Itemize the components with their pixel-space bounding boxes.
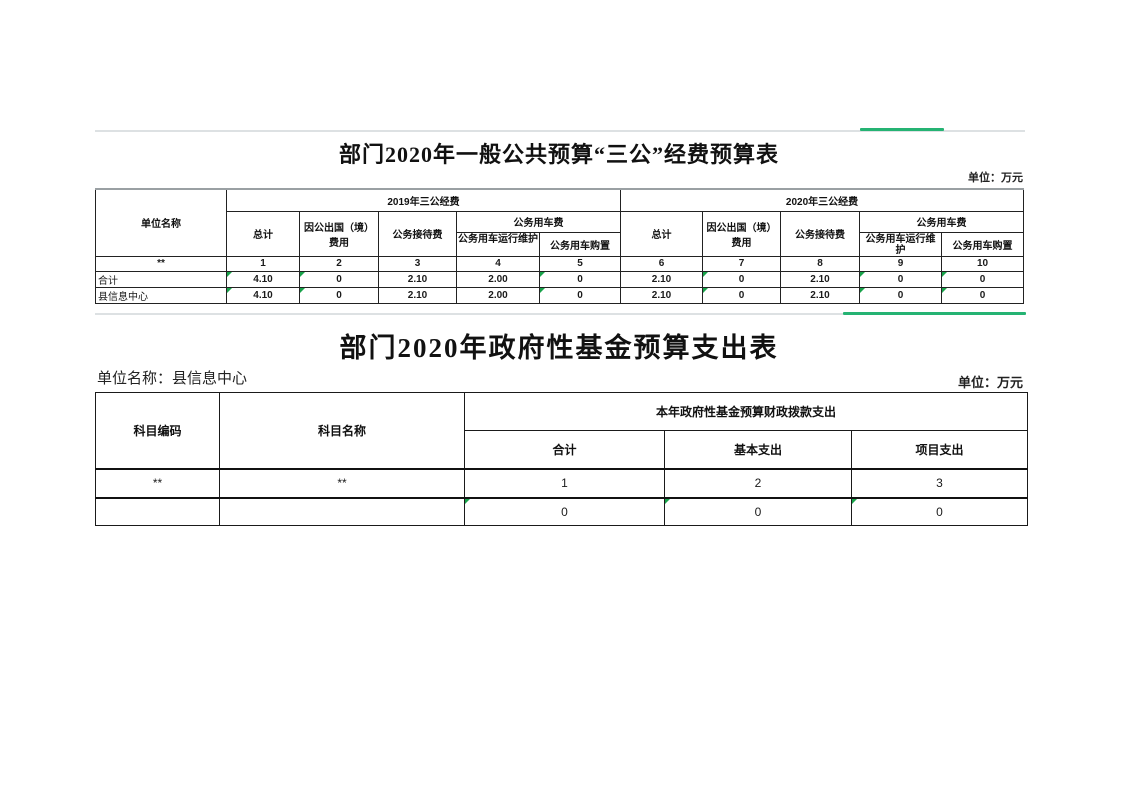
value-cell: 0 bbox=[859, 270, 943, 288]
header-group-2020: 2020年三公经费 bbox=[620, 188, 1025, 212]
index-cell: 5 bbox=[538, 255, 622, 272]
header-basic-expense: 基本支出 bbox=[664, 430, 852, 469]
value-cell: 0 bbox=[859, 286, 943, 304]
value-cell: 4.10 bbox=[226, 270, 300, 288]
column-index-row: ** 1 2 3 4 5 6 7 8 9 10 bbox=[95, 255, 1025, 272]
value-cell: 2.10 bbox=[378, 286, 457, 304]
index-cell: ** bbox=[95, 255, 227, 272]
value-cell: 2.00 bbox=[456, 286, 540, 304]
index-cell: 9 bbox=[859, 255, 943, 272]
index-cell: 2 bbox=[299, 255, 379, 272]
header-group-2019: 2019年三公经费 bbox=[225, 188, 622, 212]
gov-fund-budget-table: 科目编码 科目名称 本年政府性基金预算财政拨款支出 合计 基本支出 项目支出 *… bbox=[95, 392, 1029, 526]
header-subject-code: 科目编码 bbox=[95, 392, 220, 469]
header-reception-2019: 公务接待费 bbox=[378, 210, 457, 257]
table2-title: 部门2020年政府性基金预算支出表 bbox=[339, 333, 779, 363]
header-fund-group: 本年政府性基金预算财政拨款支出 bbox=[463, 392, 1029, 431]
value-cell: 0 bbox=[702, 270, 782, 288]
value-cell: 0 bbox=[941, 286, 1025, 304]
value-cell: 0 bbox=[850, 496, 1029, 526]
row-label: 合计 bbox=[95, 270, 227, 288]
value-cell: 2.10 bbox=[780, 286, 861, 304]
header-total-2020: 总计 bbox=[620, 210, 704, 257]
header-subject-name: 科目名称 bbox=[219, 392, 465, 469]
header-total-2019: 总计 bbox=[226, 210, 300, 257]
index-cell: 6 bbox=[620, 255, 704, 272]
column-index-row: ** ** 1 2 3 bbox=[95, 467, 1029, 498]
index-cell: 8 bbox=[780, 255, 861, 272]
index-cell: ** bbox=[219, 467, 465, 498]
sangong-budget-table: 单位名称 2019年三公经费 2020年三公经费 总计 因公出国（境）费用 公务… bbox=[95, 188, 1025, 304]
table-row-values: 0 0 0 bbox=[95, 496, 1029, 526]
value-cell: 2.10 bbox=[378, 270, 457, 288]
table1-unit-note: 单位：万元 bbox=[968, 172, 1023, 184]
value-cell: 2.10 bbox=[620, 270, 704, 288]
header-vehicle-purchase-2020: 公务用车购置 bbox=[941, 231, 1025, 257]
table-row-total: 合计 4.10 0 2.10 2.00 0 2.10 0 2.10 0 0 bbox=[95, 270, 1025, 288]
value-cell: 2.00 bbox=[456, 270, 540, 288]
value-cell bbox=[219, 496, 465, 526]
index-cell: 3 bbox=[850, 467, 1029, 498]
index-cell: 1 bbox=[464, 467, 665, 498]
header-vehicle-maint-2019: 公务用车运行维护 bbox=[456, 231, 540, 257]
table2-org-name: 单位名称：县信息中心 bbox=[97, 370, 248, 387]
value-cell: 2.10 bbox=[620, 286, 704, 304]
header-total: 合计 bbox=[464, 430, 665, 469]
value-cell: 0 bbox=[464, 496, 665, 526]
index-cell: 3 bbox=[378, 255, 457, 272]
header-vehicle-2020: 公务用车费 bbox=[859, 210, 1025, 233]
value-cell: 4.10 bbox=[226, 286, 300, 304]
header-abroad-2019: 因公出国（境）费用 bbox=[299, 210, 379, 257]
table1-title: 部门2020年一般公共预算“三公”经费预算表 bbox=[338, 142, 779, 167]
header-unit-name: 单位名称 bbox=[95, 188, 227, 257]
page-divider-line-top bbox=[95, 130, 1025, 132]
value-cell: 0 bbox=[299, 286, 379, 304]
header-abroad-2020: 因公出国（境）费用 bbox=[702, 210, 782, 257]
index-cell: 4 bbox=[456, 255, 540, 272]
value-cell: 0 bbox=[702, 286, 782, 304]
header-vehicle-maint-2020: 公务用车运行维护 bbox=[859, 231, 943, 257]
page-divider-line-middle bbox=[95, 313, 843, 315]
index-cell: 7 bbox=[702, 255, 782, 272]
header-project-expense: 项目支出 bbox=[850, 430, 1029, 469]
index-cell: ** bbox=[95, 467, 220, 498]
value-cell: 0 bbox=[664, 496, 852, 526]
table-row-county-info-center: 县信息中心 4.10 0 2.10 2.00 0 2.10 0 2.10 0 0 bbox=[95, 286, 1025, 304]
row-label: 县信息中心 bbox=[95, 286, 227, 304]
table2-unit-note: 单位：万元 bbox=[957, 375, 1023, 390]
header-vehicle-2019: 公务用车费 bbox=[455, 210, 622, 233]
header-vehicle-purchase-2019: 公务用车购置 bbox=[538, 231, 622, 257]
value-cell: 0 bbox=[941, 270, 1025, 288]
value-cell: 0 bbox=[299, 270, 379, 288]
index-cell: 2 bbox=[664, 467, 852, 498]
green-accent-segment-middle bbox=[843, 312, 1026, 315]
index-cell: 1 bbox=[226, 255, 300, 272]
header-reception-2020: 公务接待费 bbox=[780, 210, 861, 257]
value-cell: 0 bbox=[538, 286, 622, 304]
green-accent-segment-top bbox=[860, 128, 944, 131]
value-cell: 0 bbox=[538, 270, 622, 288]
value-cell bbox=[95, 496, 220, 526]
value-cell: 2.10 bbox=[780, 270, 861, 288]
index-cell: 10 bbox=[941, 255, 1025, 272]
